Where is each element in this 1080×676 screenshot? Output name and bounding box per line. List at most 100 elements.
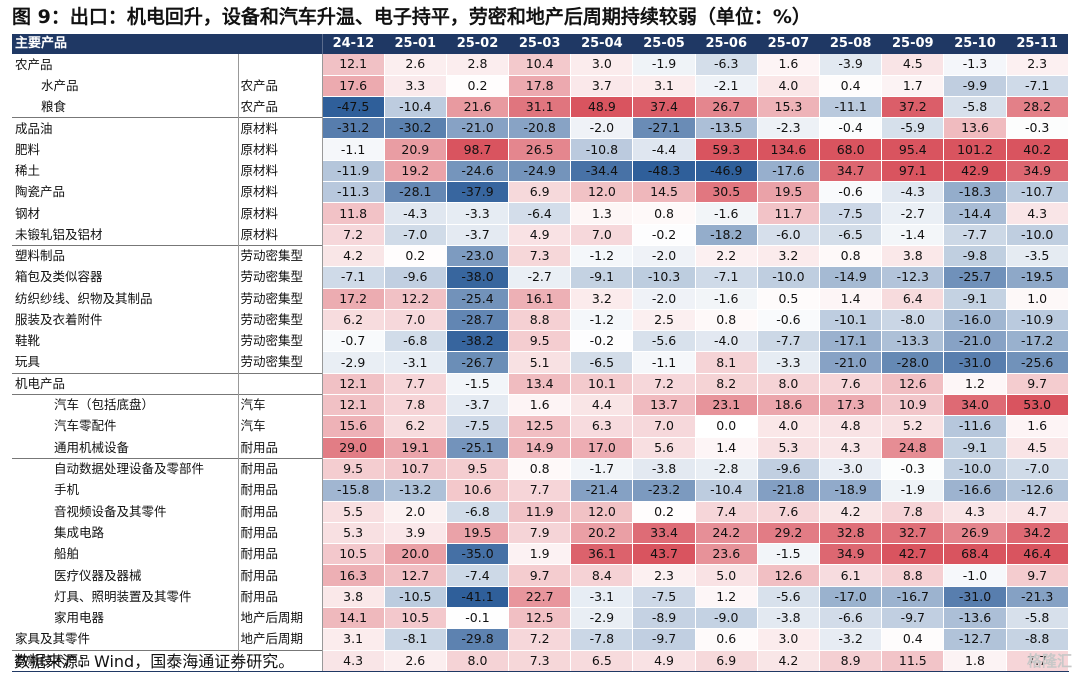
row-category: 耐用品 [238, 457, 323, 480]
heatmap-cell: -3.7 [446, 394, 510, 417]
heatmap-cell: 9.5 [322, 457, 385, 481]
heatmap-cell: 30.5 [695, 181, 758, 204]
row-label: 集成电路 [12, 522, 239, 544]
table-row: 音视频设备及其零件 耐用品 5.5 2.0 -6.8 11.9 12.0 0.2 7.4 7.6 4… [12, 501, 1069, 523]
heatmap-cell: 7.7 [384, 372, 447, 396]
row-category: 耐用品 [238, 586, 323, 608]
heatmap-cell: -17.1 [819, 330, 883, 353]
heatmap-cell: -21.4 [570, 479, 634, 502]
heatmap-cell: 3.9 [384, 522, 447, 545]
heatmap-cell: 1.6 [757, 54, 821, 76]
row-label: 粮食 [12, 96, 239, 118]
heatmap-cell: 34.9 [1006, 160, 1069, 183]
heatmap-cell: -12.7 [943, 628, 1007, 651]
column-header: 25-05 [632, 34, 696, 55]
heatmap-cell: -25.4 [446, 288, 510, 310]
heatmap-cell: -1.6 [695, 288, 758, 310]
heatmap-cell: 28.2 [1006, 96, 1069, 119]
table-row: 手机 耐用品 -15.8 -13.2 10.6 7.7 -21.4 -23.2 -10.4 -21… [12, 479, 1069, 502]
heatmap-cell: -10.5 [384, 586, 447, 609]
heatmap-cell: -2.8 [695, 457, 758, 481]
heatmap-cell: -2.7 [881, 202, 945, 225]
heatmap-cell: -0.4 [819, 117, 883, 140]
heatmap-cell: -1.9 [632, 54, 696, 76]
heatmap-cell: 19.1 [384, 437, 447, 459]
row-category: 耐用品 [238, 501, 323, 523]
heatmap-cell: -6.4 [508, 202, 572, 225]
heatmap-cell: 10.5 [384, 607, 447, 630]
row-label: 手机 [12, 479, 239, 502]
heatmap-cell: 4.5 [881, 54, 945, 76]
heatmap-cell: 98.7 [446, 138, 510, 161]
heatmap-cell: -38.2 [446, 330, 510, 353]
heatmap-cell: -31.2 [322, 117, 385, 140]
heatmap-cell: -3.8 [632, 457, 696, 481]
watermark-logo: 格隆汇 [1026, 652, 1072, 670]
row-label: 未锻轧铝及铝材 [12, 224, 239, 246]
row-category: 耐用品 [238, 437, 323, 459]
heatmap-cell: 1.9 [508, 543, 572, 566]
heatmap-cell: -25.1 [446, 437, 510, 459]
heatmap-cell: 14.1 [322, 607, 385, 630]
row-category: 地产后周期 [238, 628, 323, 651]
row-label: 钢材 [12, 202, 239, 225]
heatmap-cell: 1.2 [695, 586, 758, 609]
heatmap-cell: 33.4 [632, 522, 696, 545]
row-label: 家用电器 [12, 607, 239, 629]
heatmap-cell: 17.2 [322, 288, 385, 310]
heatmap-cell: 6.2 [322, 309, 385, 332]
heatmap-cell: -5.9 [881, 117, 945, 140]
heatmap-cell: 36.1 [570, 543, 634, 566]
heatmap-cell: 12.6 [881, 372, 945, 396]
heatmap-cell: 59.3 [695, 138, 758, 161]
heatmap-cell: 10.1 [570, 372, 634, 396]
heatmap-cell: 7.0 [570, 224, 634, 246]
row-category: 原材料 [238, 181, 323, 203]
heatmap-cell: 15.6 [322, 415, 385, 438]
column-header: 24-12 [322, 34, 385, 55]
heatmap-cell: 5.3 [322, 522, 385, 545]
heatmap-cell: 24.8 [881, 437, 945, 459]
heatmap-cell: -7.5 [446, 415, 510, 438]
heatmap-cell: -7.1 [322, 266, 385, 289]
heatmap-cell: 11.8 [322, 202, 385, 225]
heatmap-cell: -3.3 [757, 351, 821, 374]
column-header: 25-06 [695, 34, 758, 55]
heatmap-cell: 4.0 [757, 75, 821, 97]
heatmap-cell: -10.4 [695, 479, 758, 502]
heatmap-cell: 5.0 [695, 564, 758, 587]
heatmap-cell: 11.9 [508, 501, 572, 523]
heatmap-cell: 32.7 [881, 522, 945, 545]
heatmap-cell: -4.3 [881, 181, 945, 204]
header-row: 主要产品 24-12 25-01 25-02 25-03 25-04 25-05 25-06… [12, 34, 1069, 55]
heatmap-cell: -3.7 [446, 224, 510, 246]
heatmap-cell: 34.2 [1006, 522, 1069, 545]
heatmap-cell: 12.5 [508, 415, 572, 438]
heatmap-cell: 7.3 [508, 244, 572, 268]
heatmap-cell: 26.9 [943, 522, 1007, 545]
heatmap-cell: -0.2 [632, 224, 696, 246]
heatmap-cell: 29.0 [322, 437, 385, 459]
row-label: 机电产品 [12, 372, 239, 395]
heatmap-cell: 13.6 [943, 117, 1007, 140]
row-category: 劳动密集型 [238, 288, 323, 310]
heatmap-cell: -9.6 [757, 457, 821, 481]
heatmap-cell: 2.8 [446, 54, 510, 76]
heatmap-cell: 3.2 [570, 288, 634, 310]
row-category: 原材料 [238, 224, 323, 246]
heatmap-cell: -11.9 [322, 160, 385, 183]
heatmap-cell: 3.8 [322, 586, 385, 609]
heatmap-cell: -7.7 [943, 224, 1007, 246]
heatmap-cell: -14.4 [943, 202, 1007, 225]
heatmap-cell: -17.0 [819, 586, 883, 609]
heatmap-cell: -3.0 [819, 457, 883, 481]
heatmap-cell: 17.0 [570, 437, 634, 459]
heatmap-cell: -1.1 [322, 138, 385, 161]
row-label: 家具及其零件 [12, 628, 239, 651]
row-category: 原材料 [238, 138, 323, 161]
heatmap-cell: 4.3 [943, 501, 1007, 523]
heatmap-cell: -0.7 [322, 330, 385, 353]
row-category [238, 649, 323, 672]
heatmap-cell: -30.2 [384, 117, 447, 140]
heatmap-cell: 3.0 [757, 628, 821, 651]
